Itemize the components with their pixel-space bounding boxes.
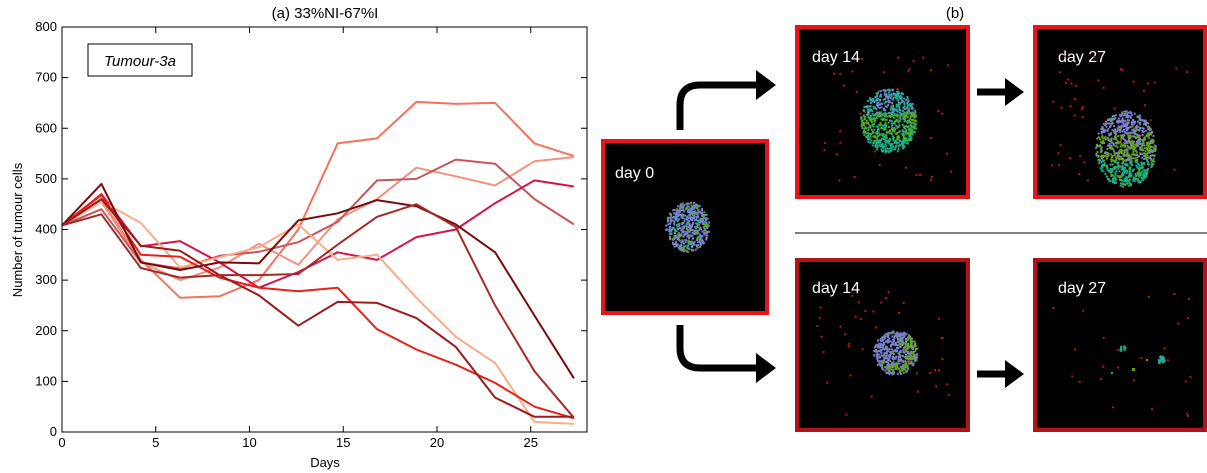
- tumour-cluster-top-day27: [1051, 55, 1189, 188]
- chart-title: (a) 33%NI-67%I: [272, 5, 379, 22]
- snapshot-day0: day 0: [601, 139, 769, 315]
- snapshot-top-day14: day 14: [795, 25, 970, 199]
- y-tick-label: 300: [35, 272, 57, 287]
- y-axis-label: Number of tumour cells: [10, 162, 25, 297]
- y-tick-label: 500: [35, 171, 57, 186]
- y-axis: 0 100 200 300 400 500 600 700 800: [35, 19, 587, 439]
- arrow-down-branch-icon: [676, 325, 776, 383]
- series-line-6: [61, 194, 575, 420]
- snapshot-day0-label: day 0: [615, 165, 654, 182]
- x-tick-label: 0: [58, 435, 65, 450]
- arrow-right-icon: [977, 78, 1024, 106]
- y-tick-label: 600: [35, 120, 57, 135]
- arrow-up-branch-icon: [676, 70, 776, 130]
- tumour-cluster-top-day14: [823, 56, 953, 182]
- tumour-cluster-bottom-day14: [816, 290, 950, 416]
- series-line-4: [61, 179, 575, 289]
- snapshot-bottom-day14: day 14: [795, 258, 970, 432]
- x-tick-label: 5: [152, 435, 159, 450]
- series-line-5: [61, 200, 574, 425]
- series-line-9: [61, 203, 575, 419]
- snapshot-bottom-day27: day 27: [1033, 258, 1207, 432]
- series-layer: [61, 100, 575, 425]
- y-tick-label: 0: [50, 424, 57, 439]
- x-tick-label: 20: [430, 435, 444, 450]
- x-tick-label: 25: [524, 435, 538, 450]
- legend-label: Tumour-3a: [104, 53, 176, 70]
- snapshot-top-day27: day 27: [1033, 25, 1207, 199]
- tumour-cluster-day0: [665, 201, 711, 253]
- x-axis: 0 5 10 15 20 25: [58, 27, 538, 450]
- arrow-right-icon: [977, 360, 1024, 388]
- series-line-8: [61, 198, 574, 418]
- y-tick-label: 400: [35, 222, 57, 237]
- x-tick-label: 15: [336, 435, 350, 450]
- legend-box: Tumour-3a: [87, 43, 193, 77]
- y-tick-label: 700: [35, 70, 57, 85]
- series-line-7: [61, 182, 575, 379]
- snapshot-bottom-day14-label: day 14: [812, 280, 860, 297]
- snapshot-top-day14-label: day 14: [812, 49, 860, 66]
- snapshot-top-day27-label: day 27: [1058, 49, 1106, 66]
- y-tick-label: 100: [35, 373, 57, 388]
- y-tick-label: 200: [35, 323, 57, 338]
- simulation-snapshots: (b) day 0 day 14 day 27: [601, 5, 1207, 432]
- line-chart: (a) 33%NI-67%I 0 5 10 15 20 25 0 100 200 300 400 5…: [10, 5, 588, 470]
- tumour-cluster-bottom-day27: [1052, 293, 1192, 417]
- x-tick-label: 10: [242, 435, 256, 450]
- panel-b-label: (b): [946, 5, 964, 22]
- snapshot-bottom-day27-label: day 27: [1058, 280, 1106, 297]
- series-line-1: [61, 100, 575, 299]
- y-tick-label: 800: [35, 19, 57, 34]
- x-axis-label: Days: [310, 455, 340, 470]
